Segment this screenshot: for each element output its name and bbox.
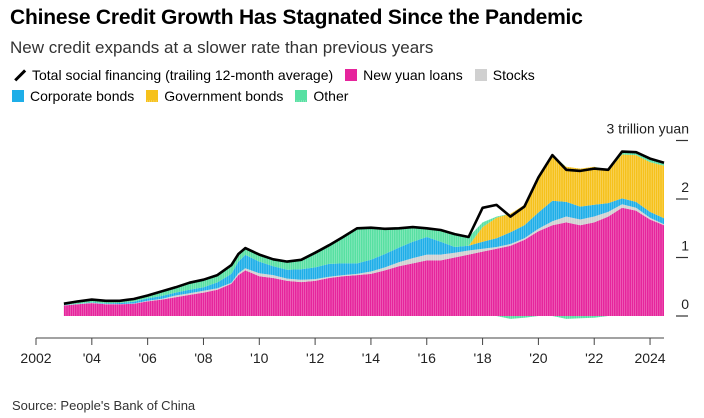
legend-item-corporate-bonds: Corporate bonds xyxy=(12,88,134,104)
area-loans xyxy=(63,207,664,316)
y-tick-label-2: 2 xyxy=(681,179,689,195)
legend-swatch-loans xyxy=(345,69,358,81)
total-line xyxy=(63,150,665,305)
legend-item-total: Total social financing (trailing 12-mont… xyxy=(12,67,333,83)
y-tick-label-1: 1 xyxy=(681,238,689,254)
legend-row-2: Corporate bonds Government bonds Other xyxy=(12,88,360,104)
x-tick-label-2004: '04 xyxy=(83,350,101,366)
x-tick-label-2018: '18 xyxy=(473,350,491,366)
chart-title: Chinese Credit Growth Has Stagnated Sinc… xyxy=(10,6,583,29)
y-tick-label-3: 3 trillion yuan xyxy=(607,121,690,137)
x-tick-label-2016: '16 xyxy=(418,350,436,366)
x-tick-label-2022: '22 xyxy=(585,350,603,366)
legend-item-government-bonds: Government bonds xyxy=(146,88,283,104)
x-axis: 2002 '04 '06 '08 '10 '12 '14 '16 '18 '20 '22 2024 xyxy=(20,337,666,366)
x-tick-label-2006: '06 xyxy=(139,350,157,366)
legend-label-total: Total social financing (trailing 12-mont… xyxy=(32,67,334,83)
x-tick-label-2008: '08 xyxy=(194,350,212,366)
legend-swatch-other xyxy=(295,90,308,102)
area-stocks xyxy=(63,204,664,306)
legend-item-stocks: Stocks xyxy=(474,67,535,83)
x-tick-label-2002: 2002 xyxy=(20,350,51,366)
legend-swatch-stocks xyxy=(474,69,487,81)
x-tick-label-2020: '20 xyxy=(529,350,547,366)
legend-label-loans: New yuan loans xyxy=(363,67,463,83)
area-corporate-bonds xyxy=(63,198,664,306)
chart-subtitle: New credit expands at a slower rate than… xyxy=(10,38,434,57)
y-tick-label-0: 0 xyxy=(681,296,689,312)
legend-row-1: Total social financing (trailing 12-mont… xyxy=(12,67,547,83)
legend-label-stocks: Stocks xyxy=(492,67,535,83)
area-other-negative xyxy=(63,316,664,319)
legend-label-government-bonds: Government bonds xyxy=(164,88,284,104)
legend-item-loans: New yuan loans xyxy=(345,67,463,83)
x-tick-label-2014: '14 xyxy=(362,350,380,366)
bar-texture xyxy=(65,100,663,330)
legend-item-other: Other xyxy=(295,88,348,104)
x-tick-label-2012: '12 xyxy=(306,350,324,366)
legend-swatch-government-bonds xyxy=(146,90,159,102)
x-tick-label-2010: '10 xyxy=(250,350,268,366)
y-axis: 0 1 2 3 trillion yuan xyxy=(607,121,690,317)
source-note: Source: People's Bank of China xyxy=(12,398,196,413)
legend-label-other: Other xyxy=(313,88,349,104)
legend-swatch-corporate-bonds xyxy=(12,90,24,102)
x-tick-label-2024: 2024 xyxy=(634,350,665,366)
total-line-group xyxy=(63,150,665,305)
legend-label-corporate-bonds: Corporate bonds xyxy=(30,88,135,104)
